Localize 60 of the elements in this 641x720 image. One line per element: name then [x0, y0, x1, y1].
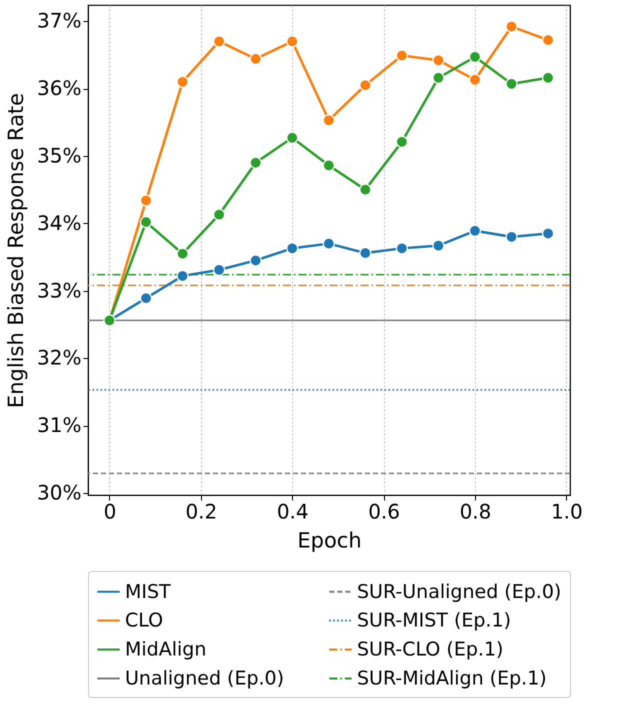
y-tick-label: 33%	[37, 278, 82, 302]
point	[176, 270, 189, 282]
point	[505, 230, 518, 243]
point	[176, 248, 189, 260]
point	[468, 50, 482, 63]
x-tick-label: 0.6	[368, 500, 400, 524]
point	[468, 74, 482, 86]
point	[432, 54, 444, 66]
legend-label: MIST	[125, 580, 172, 603]
point	[432, 72, 444, 84]
y-tick-label: 30%	[37, 480, 82, 504]
legend-label: SUR-MidAlign (Ep.1)	[357, 668, 547, 690]
legend-label: Unaligned (Ep.0)	[125, 668, 284, 690]
y-axis-title: English Biased Response Rate	[4, 92, 28, 408]
x-axis-title: Epoch	[297, 528, 362, 552]
point	[396, 242, 408, 254]
point	[140, 194, 152, 207]
point	[213, 208, 226, 221]
point	[396, 136, 408, 148]
point	[432, 240, 444, 252]
legend-label: CLO	[125, 610, 164, 632]
x-tick-label: 1.0	[550, 500, 583, 524]
point	[322, 159, 335, 172]
legend-label: MidAlign	[125, 638, 206, 660]
point	[359, 184, 372, 196]
point	[250, 156, 262, 169]
legend-label: SUR-MIST (Ep.1)	[357, 610, 511, 632]
point	[322, 238, 335, 250]
point	[542, 34, 554, 46]
y-tick-label: 37%	[37, 8, 82, 33]
point	[322, 114, 335, 126]
x-tick-label: 0	[104, 500, 116, 524]
point	[505, 20, 518, 33]
x-tick-label: 0.4	[276, 500, 309, 524]
y-tick-label: 36%	[37, 76, 82, 100]
point	[359, 246, 372, 260]
y-tick-label: 32%	[37, 346, 82, 370]
point	[468, 224, 482, 237]
point	[176, 76, 189, 88]
legend-label: SUR-CLO (Ep.1)	[357, 638, 504, 660]
point	[396, 49, 408, 62]
point	[213, 264, 226, 276]
point	[286, 242, 298, 254]
legend-label: SUR-Unaligned (Ep.0)	[357, 580, 562, 603]
y-tick-label: 34%	[37, 210, 82, 235]
y-tick-label: 31%	[37, 413, 82, 438]
point	[542, 72, 554, 84]
point	[213, 35, 226, 48]
point	[250, 254, 262, 267]
point	[542, 227, 554, 240]
y-tick-label: 35%	[37, 143, 82, 168]
point	[359, 79, 372, 92]
point	[250, 52, 262, 65]
x-tick-label: 0.8	[460, 500, 492, 524]
point	[505, 78, 518, 90]
point	[286, 132, 298, 144]
point	[286, 35, 298, 48]
x-tick-label: 0.2	[185, 500, 218, 524]
point	[140, 292, 152, 304]
point	[140, 216, 152, 228]
